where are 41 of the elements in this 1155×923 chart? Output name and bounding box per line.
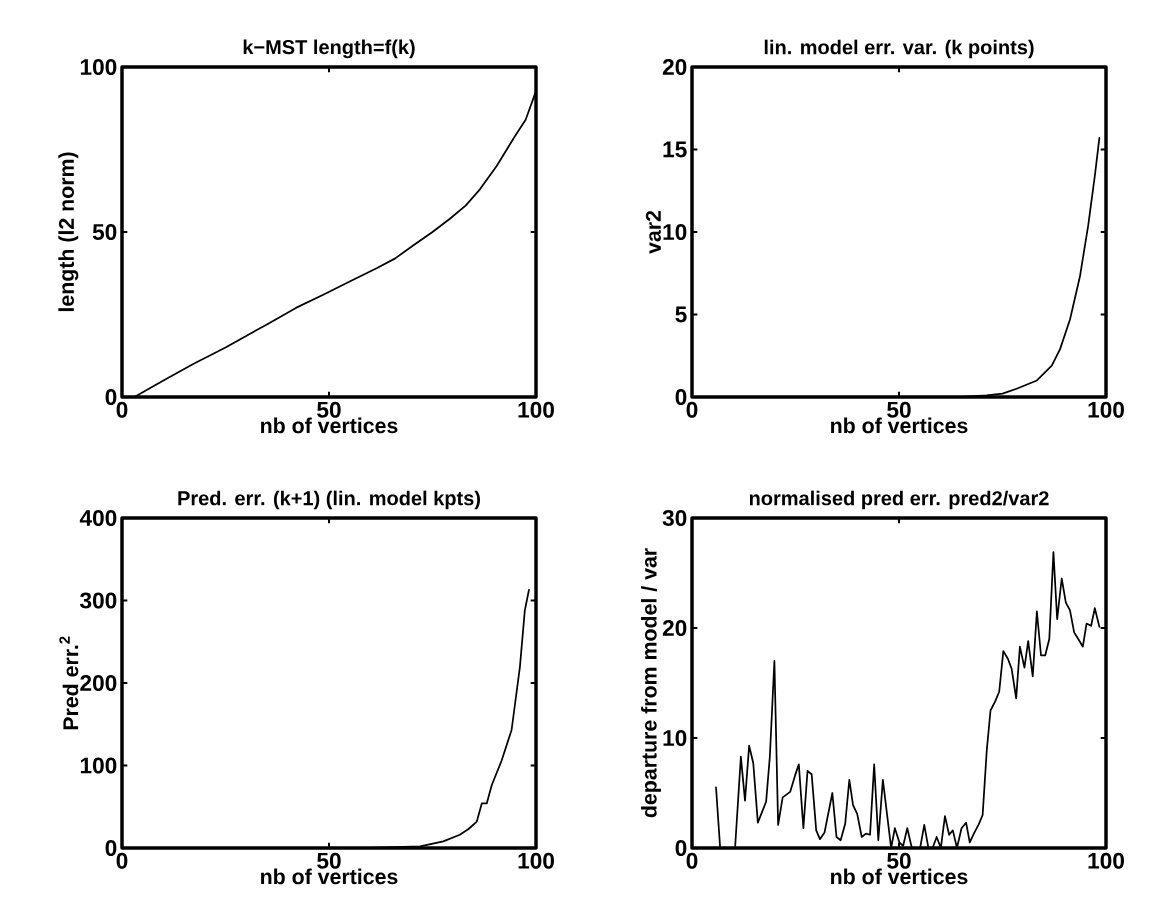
x-tick-label: 100 bbox=[1088, 852, 1124, 869]
x-tick-label: 50 bbox=[887, 852, 911, 869]
y-tick-label: 200 bbox=[80, 674, 117, 692]
chart-title: Pred. err. (k+1) (lin. model kpts) bbox=[178, 490, 480, 510]
y-tick-label: 15 bbox=[663, 141, 687, 158]
y-tick-label: 10 bbox=[663, 729, 687, 747]
x-tick-label: 100 bbox=[518, 401, 554, 418]
y-tick-label: 0 bbox=[675, 388, 687, 406]
y-axis-title: var2 bbox=[645, 210, 661, 254]
y-tick-label: 100 bbox=[80, 58, 117, 76]
y-tick-label: 100 bbox=[80, 757, 117, 774]
y-tick-label: 0 bbox=[105, 839, 117, 857]
chart-title: normalised pred err. pred2/var2 bbox=[749, 490, 1049, 510]
x-tick-label: 0 bbox=[686, 852, 698, 869]
y-tick-label: 0 bbox=[105, 388, 117, 406]
x-axis-title: nb of vertices bbox=[261, 417, 398, 434]
y-tick-label: 5 bbox=[675, 306, 687, 323]
y-tick-label: 30 bbox=[662, 509, 687, 527]
y-tick-label: 20 bbox=[662, 58, 687, 76]
x-tick-label: 50 bbox=[317, 401, 341, 418]
x-tick-label: 50 bbox=[887, 401, 911, 418]
y-axis-title: Pred err.$^{2}$ bbox=[59, 636, 79, 730]
x-axis-title: nb of vertices bbox=[831, 417, 968, 434]
y-tick-label: 0 bbox=[675, 839, 687, 857]
y-tick-label: 10 bbox=[663, 223, 687, 241]
chart-title: k−MST length=f(k) bbox=[243, 39, 415, 59]
x-tick-label: 100 bbox=[1088, 401, 1124, 418]
y-tick-label: 50 bbox=[92, 223, 117, 241]
x-tick-label: 0 bbox=[116, 401, 128, 418]
x-tick-label: 0 bbox=[116, 852, 128, 869]
x-tick-label: 0 bbox=[686, 401, 698, 418]
x-tick-label: 50 bbox=[317, 852, 341, 869]
x-axis-title: nb of vertices bbox=[261, 868, 398, 885]
chart-title: lin. model err. var. (k points) bbox=[764, 39, 1034, 59]
y-tick-label: 20 bbox=[662, 619, 687, 637]
y-axis-title: departure from model / var bbox=[641, 548, 661, 818]
x-tick-label: 100 bbox=[518, 852, 554, 869]
x-axis-title: nb of vertices bbox=[831, 868, 968, 885]
y-axis-title: length (l2 norm) bbox=[58, 152, 79, 312]
y-tick-label: 400 bbox=[79, 509, 117, 527]
y-tick-label: 300 bbox=[80, 592, 117, 609]
